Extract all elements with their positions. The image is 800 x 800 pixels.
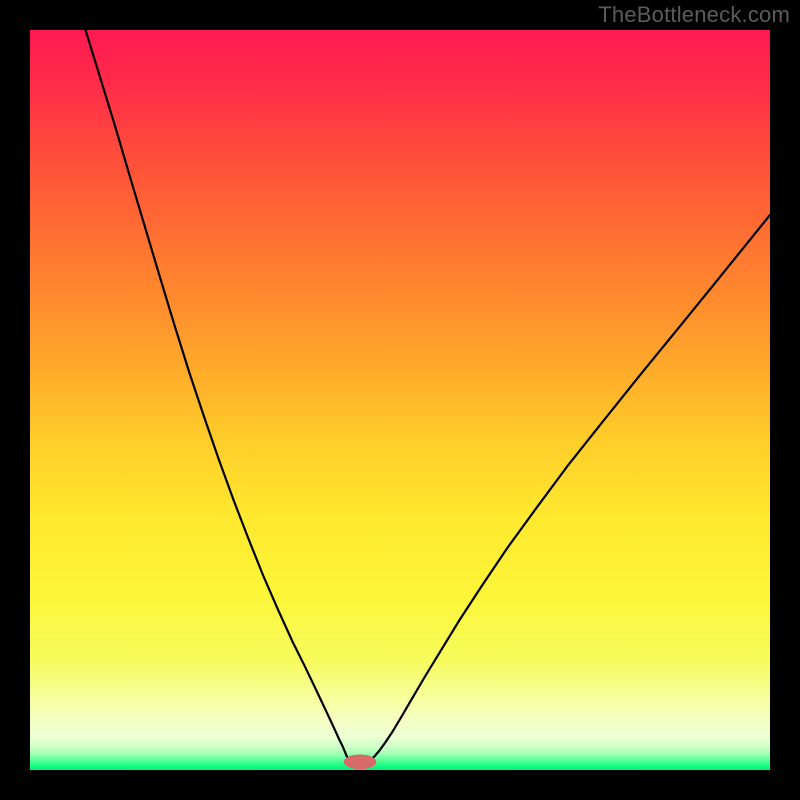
plot-background	[30, 30, 770, 770]
chart-svg	[0, 0, 800, 800]
bottleneck-marker	[344, 754, 377, 769]
bottleneck-chart: TheBottleneck.com	[0, 0, 800, 800]
